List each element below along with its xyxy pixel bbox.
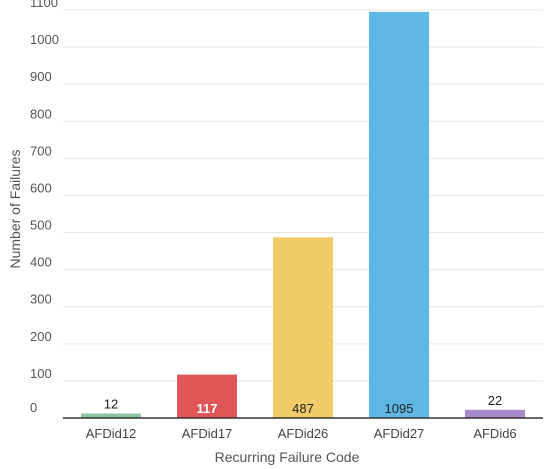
data-label: 117 bbox=[197, 401, 218, 416]
y-tick-label: 100 bbox=[30, 366, 52, 381]
data-label: 22 bbox=[488, 393, 502, 408]
y-tick-label: 1000 bbox=[30, 32, 59, 47]
bar-afdid26 bbox=[273, 237, 333, 418]
data-label: 1095 bbox=[385, 401, 414, 416]
y-tick-label: 900 bbox=[30, 69, 52, 84]
x-axis-ticks: AFDid12 AFDid17 AFDid26 AFDid27 AFDid6 bbox=[86, 426, 517, 441]
x-tick-label: AFDid12 bbox=[86, 426, 137, 441]
y-tick-label: 400 bbox=[30, 255, 52, 270]
y-tick-label: 600 bbox=[30, 180, 52, 195]
bar-afdid17 bbox=[177, 374, 237, 418]
gridlines bbox=[63, 9, 543, 382]
y-tick-label: 200 bbox=[30, 329, 52, 344]
y-tick-label: 1100 bbox=[30, 0, 58, 10]
y-axis-ticks: 0 100 200 300 400 500 600 700 800 900 1000 1100 bbox=[30, 0, 59, 415]
y-tick-label: 500 bbox=[30, 218, 52, 233]
x-tick-label: AFDid6 bbox=[473, 426, 516, 441]
y-tick-label: 300 bbox=[30, 292, 52, 307]
bars: 12 117 487 1095 22 bbox=[81, 11, 525, 418]
y-tick-label: 0 bbox=[30, 400, 37, 415]
x-tick-label: AFDid27 bbox=[374, 426, 425, 441]
x-tick-label: AFDid17 bbox=[182, 426, 233, 441]
y-tick-label: 800 bbox=[30, 106, 52, 121]
x-tick-label: AFDid26 bbox=[278, 426, 329, 441]
bar-afdid27 bbox=[369, 11, 429, 418]
bar-afdid12 bbox=[81, 413, 141, 418]
y-tick-label: 700 bbox=[30, 143, 52, 158]
bar-afdid6 bbox=[465, 409, 525, 418]
y-axis-title: Number of Failures bbox=[7, 149, 23, 268]
data-label: 12 bbox=[104, 397, 118, 412]
data-label: 487 bbox=[292, 401, 314, 416]
x-axis-title: Recurring Failure Code bbox=[215, 449, 360, 465]
